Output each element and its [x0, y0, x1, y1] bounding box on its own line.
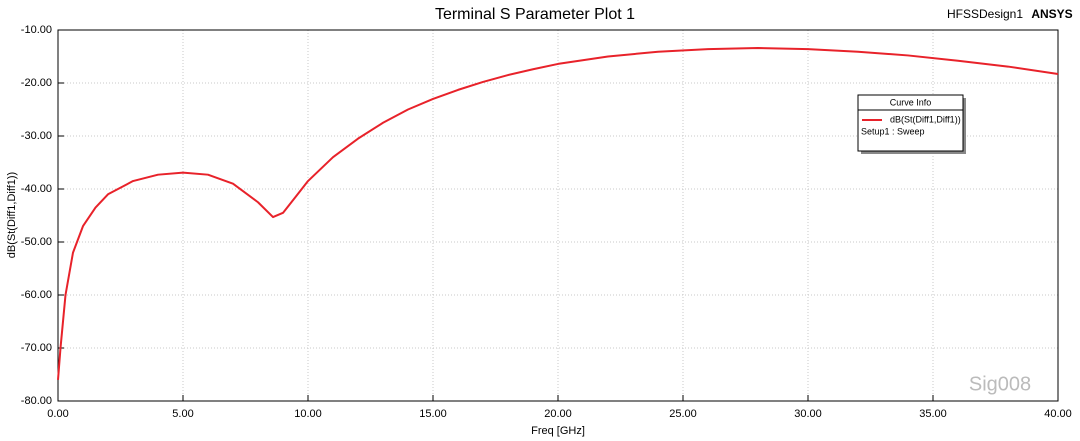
legend-entry: dB(St(Diff1,Diff1)): [890, 114, 961, 124]
x-tick-label: 15.00: [419, 408, 447, 420]
x-tick-label: 30.00: [794, 408, 822, 420]
y-tick-label: -40.00: [21, 183, 52, 195]
y-tick-label: -20.00: [21, 77, 52, 89]
legend-subtitle: Setup1 : Sweep: [861, 126, 925, 136]
design-name: HFSSDesign1: [947, 7, 1023, 21]
x-tick-label: 20.00: [544, 408, 572, 420]
x-tick-label: 25.00: [669, 408, 697, 420]
y-tick-label: -80.00: [21, 395, 52, 407]
brand: ANSYS: [1031, 7, 1072, 21]
x-tick-label: 10.00: [294, 408, 322, 420]
y-tick-label: -10.00: [21, 24, 52, 36]
watermark: Sig008: [969, 373, 1031, 395]
legend-title: Curve Info: [890, 97, 932, 107]
y-tick-label: -60.00: [21, 289, 52, 301]
legend-box: [857, 94, 964, 152]
x-tick-label: 0.00: [47, 408, 68, 420]
plot-frame: [57, 29, 1059, 402]
y-axis-label: dB(St(Diff1,Diff1)): [6, 172, 18, 258]
line-series: [57, 47, 1059, 380]
chart-title: Terminal S Parameter Plot 1: [435, 6, 635, 23]
x-tick-label: 35.00: [919, 408, 947, 420]
y-tick-label: -70.00: [21, 342, 52, 354]
y-tick-label: -50.00: [21, 236, 52, 248]
y-tick-label: -30.00: [21, 130, 52, 142]
x-tick-label: 5.00: [172, 408, 193, 420]
x-axis-label: Freq [GHz]: [531, 425, 585, 437]
x-tick-label: 40.00: [1044, 408, 1072, 420]
